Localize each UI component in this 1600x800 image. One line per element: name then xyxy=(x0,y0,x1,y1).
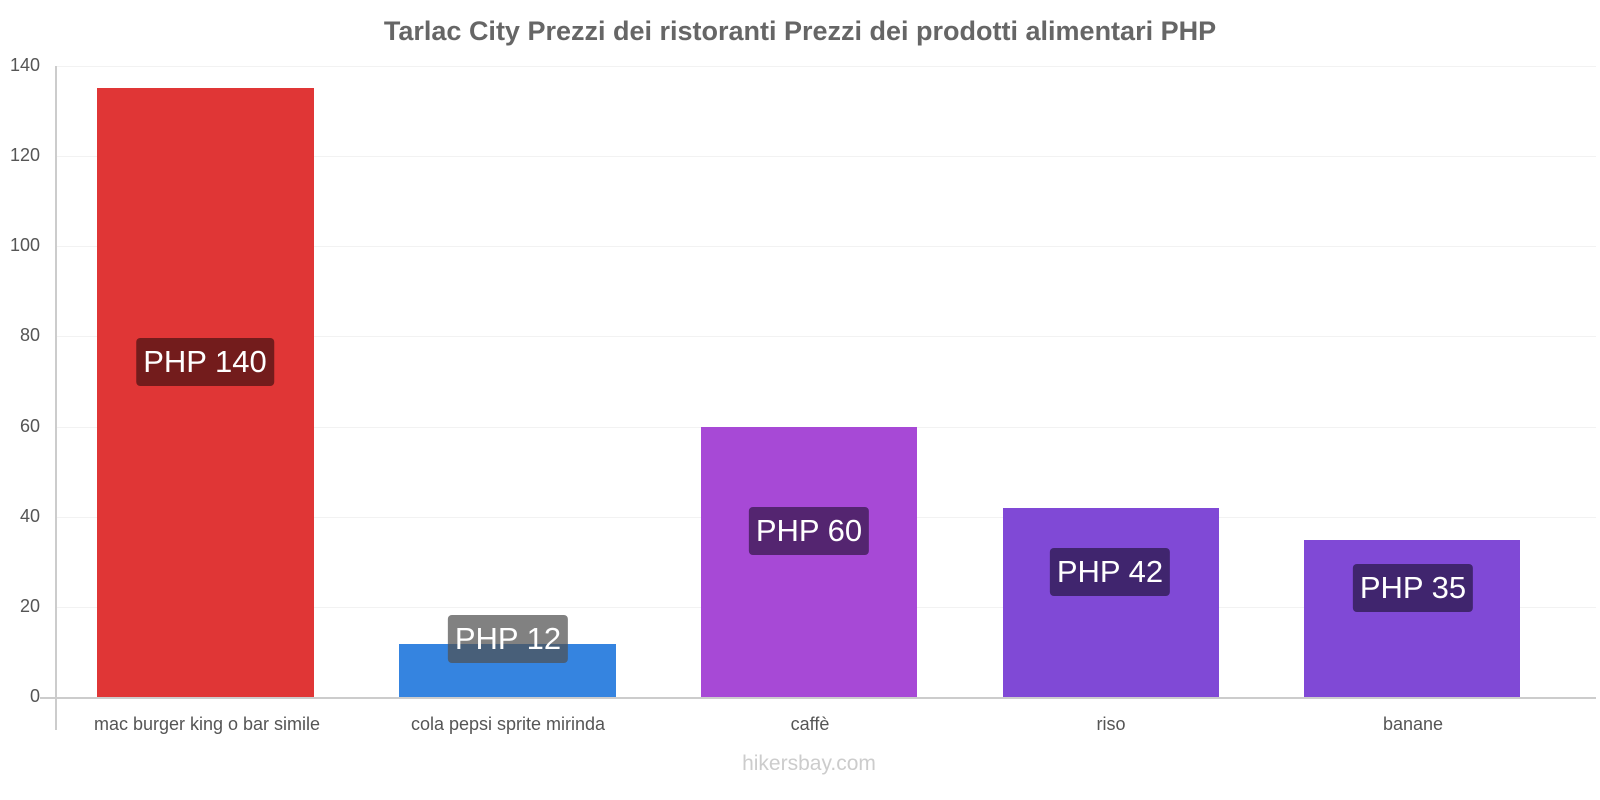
gridline xyxy=(56,156,1596,157)
y-tick: 100 xyxy=(9,235,40,255)
x-tick-label: cola pepsi sprite mirinda xyxy=(410,714,606,734)
y-tick: 140 xyxy=(9,55,40,75)
y-tick: 0 xyxy=(29,686,40,706)
y-tick: 20 xyxy=(19,596,40,616)
gridline xyxy=(56,246,1596,247)
x-axis xyxy=(40,697,1596,699)
bar-mac-burger xyxy=(97,88,314,697)
bar-riso xyxy=(1003,508,1219,697)
y-tick: 120 xyxy=(9,145,40,165)
y-axis xyxy=(55,66,57,730)
value-label: PHP 12 xyxy=(447,615,569,663)
x-tick-label: banane xyxy=(1382,714,1444,734)
x-tick-label: mac burger king o bar simile xyxy=(93,714,321,734)
gridline xyxy=(56,336,1596,337)
value-label: PHP 42 xyxy=(1049,548,1171,596)
y-tick: 40 xyxy=(19,506,40,526)
value-label: PHP 140 xyxy=(136,338,274,386)
gridline xyxy=(56,66,1596,67)
y-tick: 80 xyxy=(19,325,40,345)
x-tick-label: riso xyxy=(1096,714,1126,734)
bar-caffe xyxy=(701,427,917,697)
source-watermark: hikersbay.com xyxy=(742,752,876,775)
chart-title: Tarlac City Prezzi dei ristoranti Prezzi… xyxy=(383,16,1217,46)
value-label: PHP 60 xyxy=(748,507,870,555)
x-tick-label: caffè xyxy=(790,714,830,734)
y-tick: 60 xyxy=(19,416,40,436)
value-label: PHP 35 xyxy=(1352,564,1474,612)
